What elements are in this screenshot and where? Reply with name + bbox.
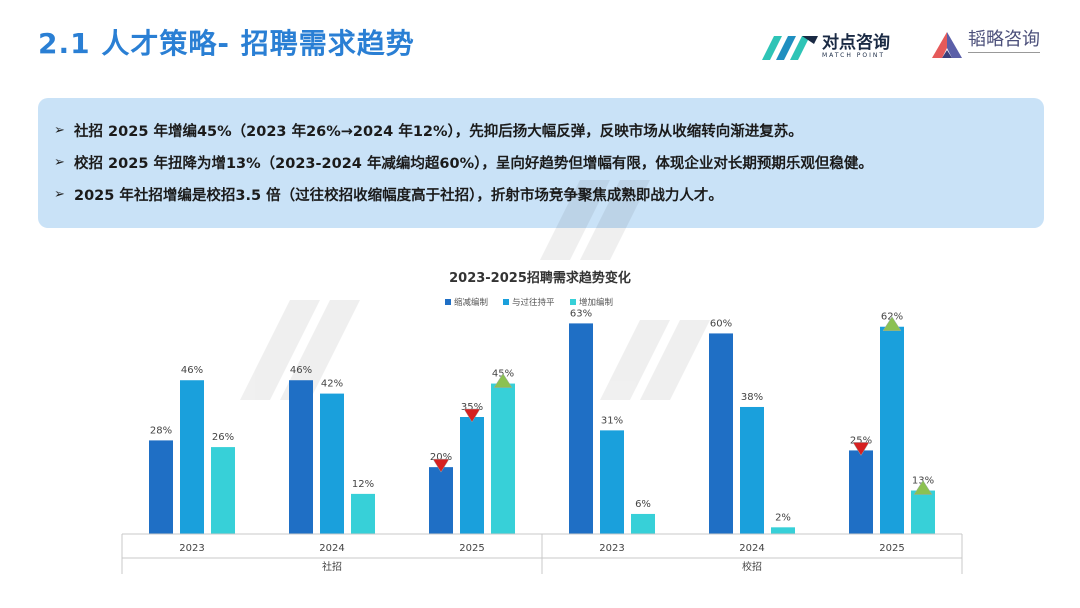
legend-label: 缩减编制: [454, 297, 488, 308]
logo-primary-en: MATCH POINT: [822, 51, 886, 59]
chart-legend: 缩减编制 与过往持平 增加编制: [445, 297, 613, 308]
x-tick-label: 2025: [459, 543, 484, 554]
bar-value-label: 46%: [181, 365, 203, 376]
up-triangle-icon: [882, 316, 902, 331]
bar: [149, 440, 173, 534]
bar-value-label: 42%: [321, 379, 343, 390]
arrow-bullet-icon: ➢: [54, 122, 65, 138]
chart-bars: [149, 323, 935, 534]
down-triangle-icon: [463, 408, 481, 423]
chart-axis: 2023 2024 2025 2023 2024 2025 社招 校招: [121, 533, 963, 574]
legend-label: 与过往持平: [512, 297, 555, 308]
bar-value-label: 63%: [570, 308, 592, 319]
taolue-logo-icon: [932, 31, 962, 58]
group-label: 社招: [322, 560, 342, 573]
bar-value-label: 60%: [710, 318, 732, 329]
x-tick-label: 2023: [179, 543, 204, 554]
bar: [771, 527, 795, 534]
bar-value-label: 25%: [850, 435, 872, 446]
up-triangle-icon: [913, 480, 933, 495]
bar: [911, 490, 935, 534]
bar-value-label: 62%: [881, 312, 903, 323]
up-triangle-icon: [493, 373, 513, 388]
bar-value-label: 38%: [741, 392, 763, 403]
x-tick-label: 2024: [319, 543, 344, 554]
bar: [491, 383, 515, 534]
legend-swatch: [503, 299, 509, 305]
arrow-bullet-icon: ➢: [54, 186, 65, 202]
x-tick-label: 2023: [599, 543, 624, 554]
bar-value-label: 28%: [150, 425, 172, 436]
summary-item-text: 2025 年社招增编是校招3.5 倍（过往校招收缩幅度高于社招），折射市场竞争聚…: [74, 187, 723, 204]
match-point-logo: 对点咨询 MATCH POINT: [762, 32, 890, 60]
x-tick-label: 2024: [739, 543, 764, 554]
bar: [429, 467, 453, 534]
bar: [740, 406, 764, 534]
bar: [631, 513, 655, 534]
bar-value-label: 13%: [912, 476, 934, 487]
bar: [569, 323, 593, 534]
summary-box: ➢ 社招 2025 年增编45%（2023 年26%→2024 年12%），先抑…: [38, 98, 1044, 228]
logo-secondary-en: [968, 52, 1040, 61]
down-triangle-icon: [432, 458, 450, 473]
legend-swatch: [570, 299, 576, 305]
bar: [460, 417, 484, 534]
bar-value-label: 26%: [212, 432, 234, 443]
arrow-bullet-icon: ➢: [54, 154, 65, 170]
logo-primary-cn: 对点咨询: [822, 32, 890, 53]
bar: [880, 326, 904, 534]
match-point-logo-icon: [762, 36, 818, 60]
summary-item-text: 校招 2025 年扭降为增13%（2023-2024 年减编均超60%），呈向好…: [74, 155, 873, 172]
bar: [600, 430, 624, 534]
summary-item-text: 社招 2025 年增编45%（2023 年26%→2024 年12%），先抑后扬…: [74, 123, 803, 140]
bar-value-label: 12%: [352, 479, 374, 490]
summary-item: ➢ 校招 2025 年扭降为增13%（2023-2024 年减编均超60%），呈…: [54, 146, 1026, 178]
logo-secondary-cn: 韬略咨询: [968, 29, 1040, 50]
legend-swatch: [445, 299, 451, 305]
legend-label: 增加编制: [579, 297, 613, 308]
bar: [180, 380, 204, 534]
bar: [211, 447, 235, 534]
chart-markers: [432, 316, 933, 495]
page-title: 2.1 人才策略- 招聘需求趋势: [38, 27, 415, 60]
bar-value-label: 35%: [461, 402, 483, 413]
bar-value-label: 45%: [492, 369, 514, 380]
chart-title: 2023-2025招聘需求趋势变化: [449, 270, 631, 286]
group-label: 校招: [742, 560, 762, 573]
bar: [849, 450, 873, 534]
taolue-logo: 韬略咨询: [932, 30, 1040, 61]
bar-value-label: 6%: [635, 499, 651, 510]
summary-item: ➢ 2025 年社招增编是校招3.5 倍（过往校招收缩幅度高于社招），折射市场竞…: [54, 178, 1026, 210]
summary-item: ➢ 社招 2025 年增编45%（2023 年26%→2024 年12%），先抑…: [54, 114, 1026, 146]
bar-value-label: 31%: [601, 415, 623, 426]
bar: [351, 493, 375, 534]
bar: [289, 380, 313, 534]
bar-value-label: 46%: [290, 365, 312, 376]
bar: [709, 333, 733, 534]
down-triangle-icon: [852, 442, 870, 456]
x-tick-label: 2025: [879, 543, 904, 554]
bar-value-label: 20%: [430, 452, 452, 463]
bar: [320, 393, 344, 534]
chart-value-labels: 28% 46% 26% 46% 42% 12% 20% 35% 45% 63% 31% 6% 60% 38…: [150, 308, 934, 523]
bar-value-label: 2%: [775, 512, 791, 523]
